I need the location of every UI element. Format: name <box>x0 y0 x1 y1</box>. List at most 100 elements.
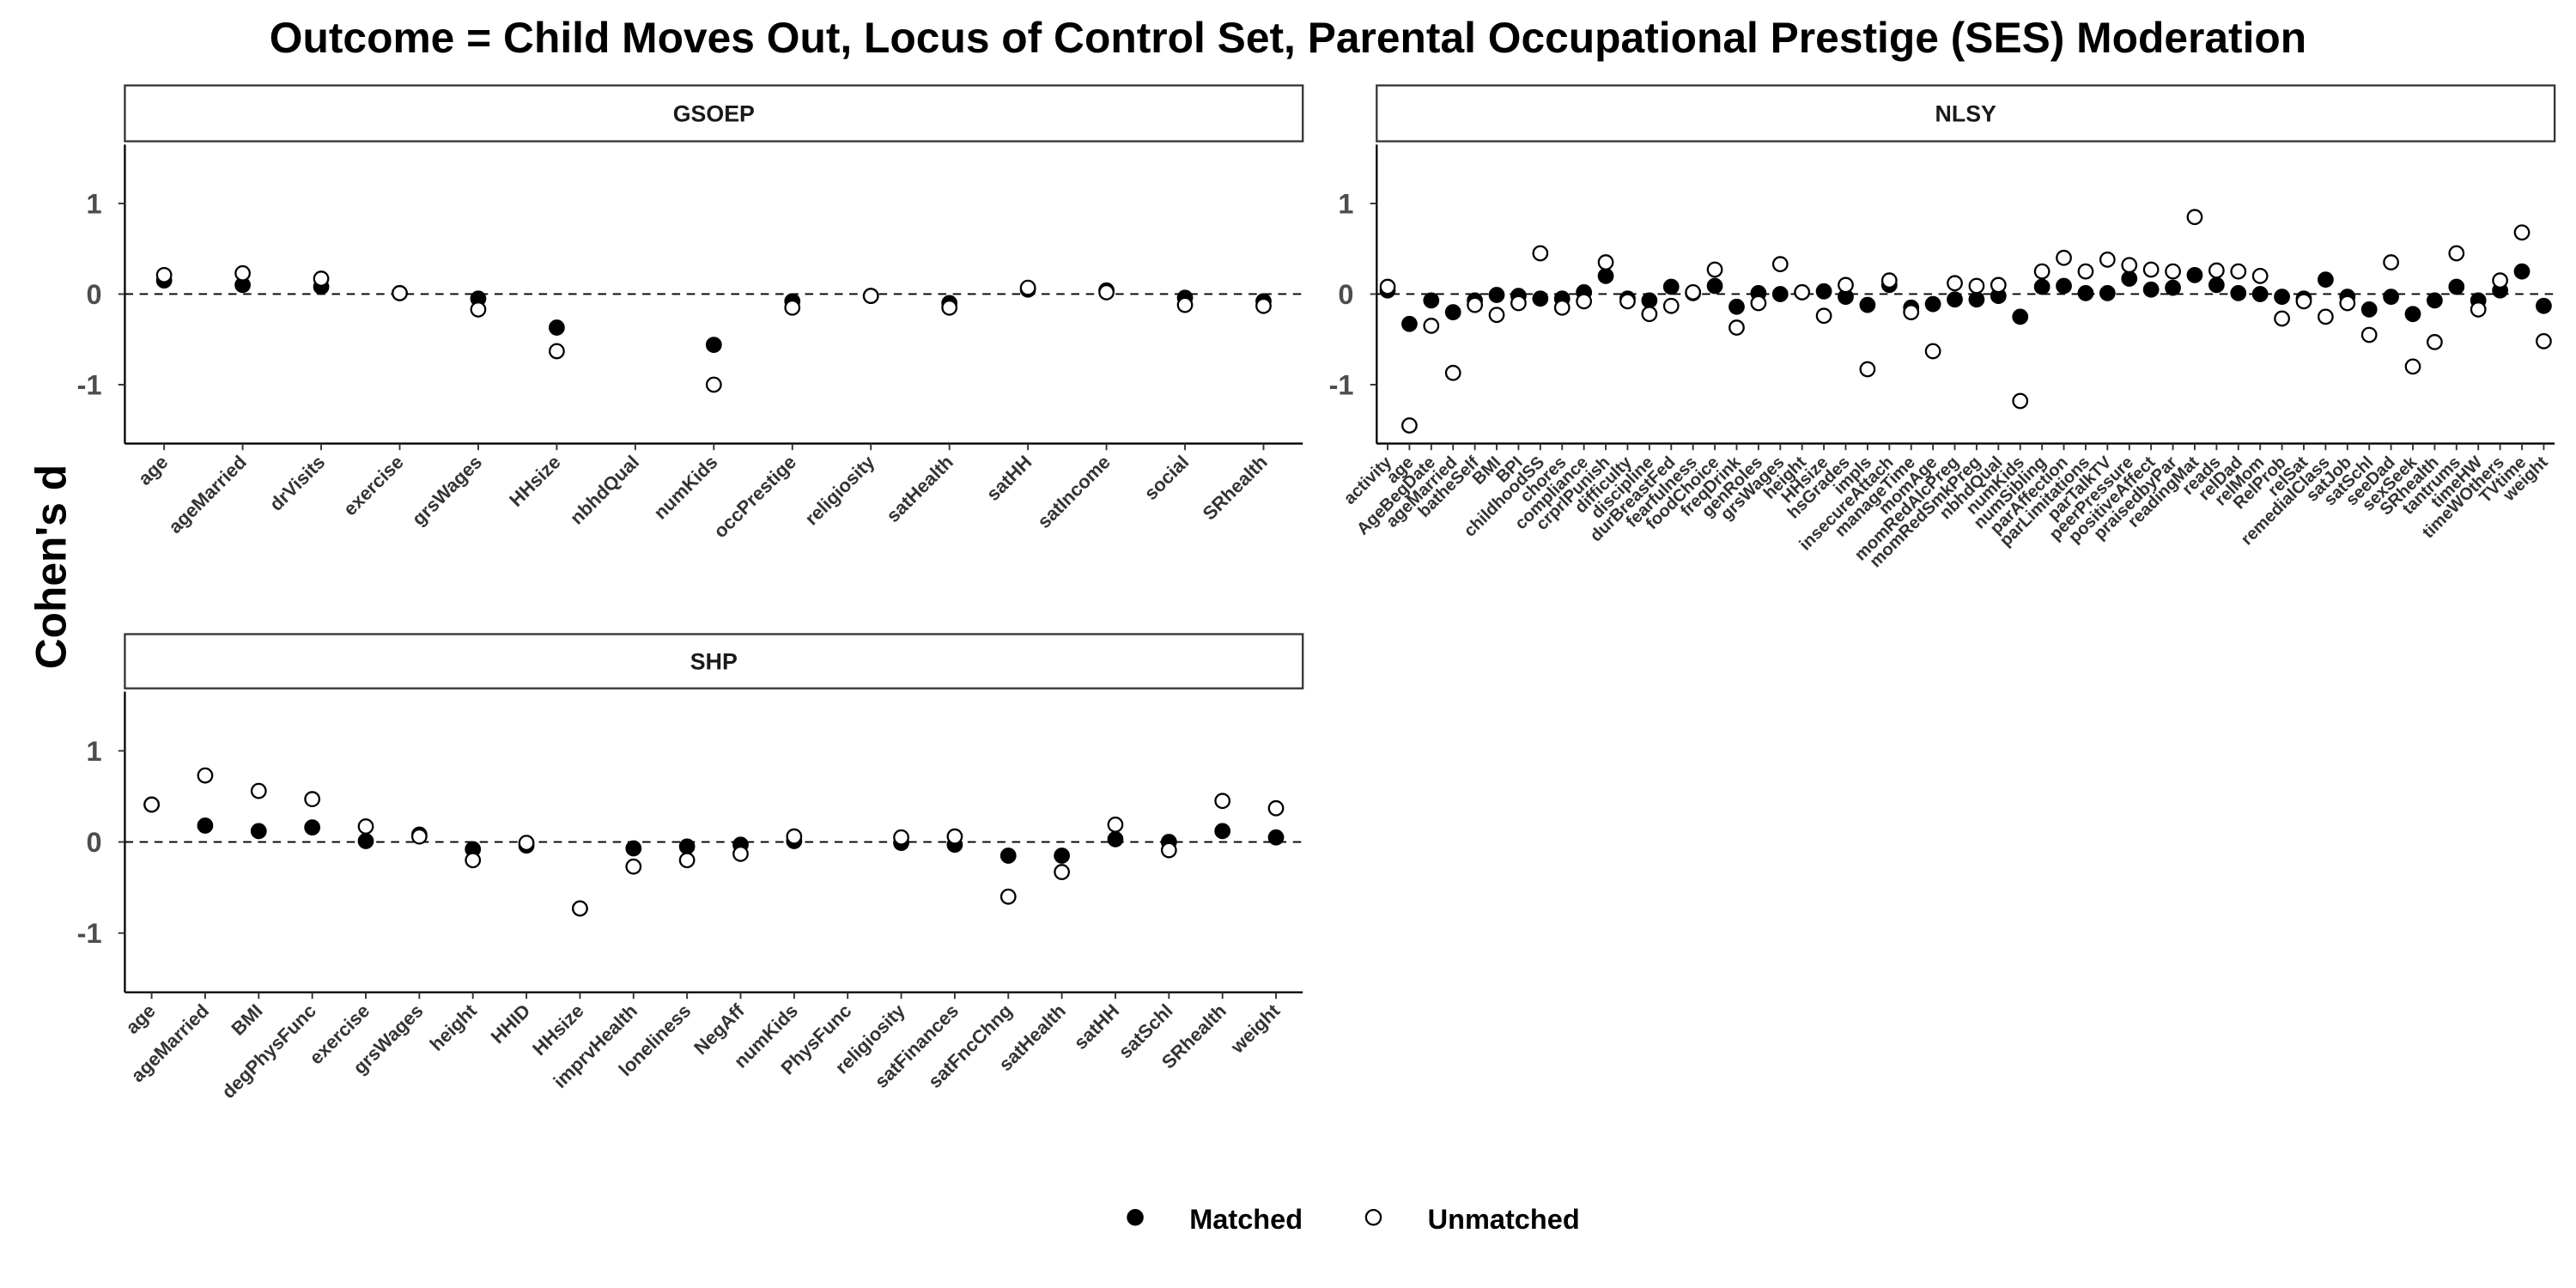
data-point <box>549 343 565 360</box>
data-point <box>862 288 879 304</box>
data-point <box>1423 318 1440 334</box>
data-point <box>1728 298 1745 315</box>
x-tick-label: occPrestige <box>709 451 800 542</box>
data-point <box>2492 272 2508 289</box>
data-point <box>2056 277 2072 295</box>
data-point <box>2033 278 2050 295</box>
y-tick-label: -1 <box>1329 369 1354 400</box>
data-point <box>1423 292 1440 309</box>
data-point <box>304 791 321 808</box>
y-tick-label: 0 <box>87 279 102 310</box>
data-point <box>2165 279 2181 296</box>
data-point <box>518 835 535 851</box>
data-point <box>2383 289 2399 306</box>
data-point <box>1990 276 2007 294</box>
data-point <box>1750 295 1767 312</box>
facet-strip <box>124 633 1304 690</box>
y-tick-label: 0 <box>87 827 102 858</box>
x-tick-label: SRhealth <box>1199 451 1272 524</box>
data-point <box>2186 266 2203 283</box>
data-point <box>1880 272 1898 289</box>
data-point <box>1488 307 1505 324</box>
data-point <box>1859 296 1876 313</box>
data-point <box>1771 256 1789 273</box>
data-point <box>250 823 267 840</box>
data-point <box>2012 392 2029 410</box>
data-point <box>250 782 267 799</box>
data-point <box>1728 319 1745 336</box>
x-tick-label: numKids <box>649 451 721 523</box>
data-point <box>2077 285 2094 301</box>
x-tick-label: drVisits <box>265 451 329 514</box>
facet-title: SHP <box>690 649 738 675</box>
data-point <box>1267 799 1285 817</box>
data-point <box>2404 306 2421 323</box>
data-point <box>2513 224 2530 241</box>
data-point <box>732 845 749 862</box>
data-point <box>197 817 214 834</box>
data-point <box>2099 285 2116 301</box>
data-point <box>1532 290 1549 307</box>
data-point <box>2230 285 2247 301</box>
data-point <box>893 829 909 846</box>
data-point <box>2427 334 2443 350</box>
data-point <box>155 266 173 283</box>
data-point <box>1214 823 1231 840</box>
data-point <box>357 833 374 849</box>
y-tick-label: -1 <box>77 369 102 400</box>
data-point <box>2230 263 2247 280</box>
data-point <box>625 840 642 857</box>
data-point <box>1255 297 1272 314</box>
x-tick-label: BMI <box>227 999 266 1039</box>
data-point <box>1859 361 1876 378</box>
data-point <box>1968 291 1985 308</box>
data-point <box>1532 245 1549 262</box>
legend-marker <box>1127 1208 1144 1226</box>
chart-title: Outcome = Child Moves Out, Locus of Cont… <box>270 14 2306 62</box>
data-point <box>1401 417 1418 434</box>
data-point <box>465 852 482 869</box>
data-point <box>1444 364 1461 381</box>
x-tick-label: degPhysFunc <box>217 999 320 1103</box>
data-point <box>1597 254 1614 270</box>
data-point <box>1924 295 1941 313</box>
data-point <box>2056 249 2072 266</box>
data-point <box>1794 283 1811 301</box>
facet-title: GSOEP <box>673 101 755 127</box>
legend-label: Unmatched <box>1428 1204 1580 1235</box>
x-tick-label: satHH <box>982 451 1036 505</box>
data-point <box>2295 293 2312 310</box>
facet-strip <box>1376 84 2556 143</box>
data-point <box>2470 301 2487 318</box>
data-point <box>1662 278 1680 295</box>
y-tick-label: -1 <box>77 918 102 949</box>
data-point <box>410 828 428 845</box>
data-point <box>1815 307 1832 325</box>
data-point <box>1467 296 1484 313</box>
data-point <box>1054 864 1070 880</box>
data-point <box>1947 275 1963 292</box>
data-point <box>784 299 801 316</box>
data-point <box>786 828 803 845</box>
data-point <box>1444 304 1461 320</box>
data-point <box>1488 287 1505 303</box>
data-point <box>1641 292 1658 309</box>
data-point <box>1838 276 1854 294</box>
data-point <box>1214 793 1231 810</box>
data-point <box>2142 261 2160 278</box>
data-point <box>1054 848 1070 864</box>
data-point <box>2536 297 2552 314</box>
data-point <box>1098 283 1115 301</box>
x-tick-label: age <box>121 999 159 1037</box>
data-point <box>2121 270 2138 287</box>
data-point <box>1597 267 1614 284</box>
data-point <box>2208 276 2225 294</box>
data-point <box>678 852 696 869</box>
data-point <box>2274 289 2290 306</box>
facet-title: NLSY <box>1935 101 1997 127</box>
y-tick-label: 1 <box>87 736 102 767</box>
data-point <box>1510 295 1527 312</box>
data-point <box>1968 277 1985 295</box>
